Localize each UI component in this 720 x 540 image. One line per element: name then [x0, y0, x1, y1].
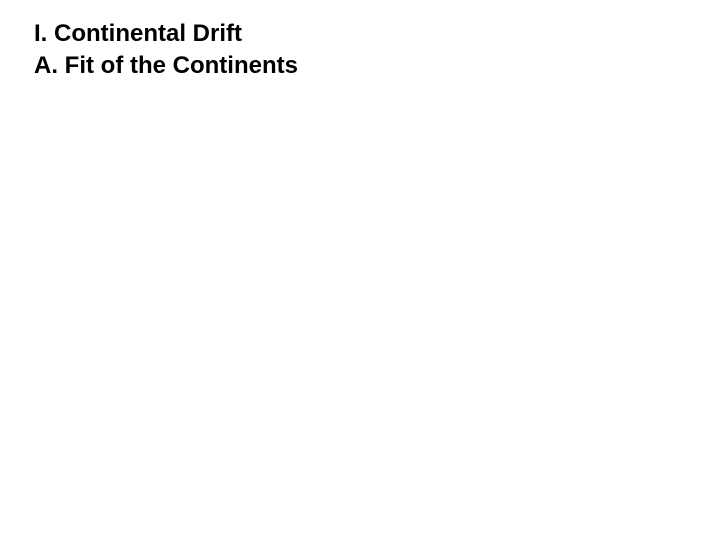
outline-heading-2: A. Fit of the Continents — [34, 50, 720, 82]
slide-content: I. Continental Drift A. Fit of the Conti… — [0, 0, 720, 83]
outline-heading-1: I. Continental Drift — [34, 18, 720, 50]
